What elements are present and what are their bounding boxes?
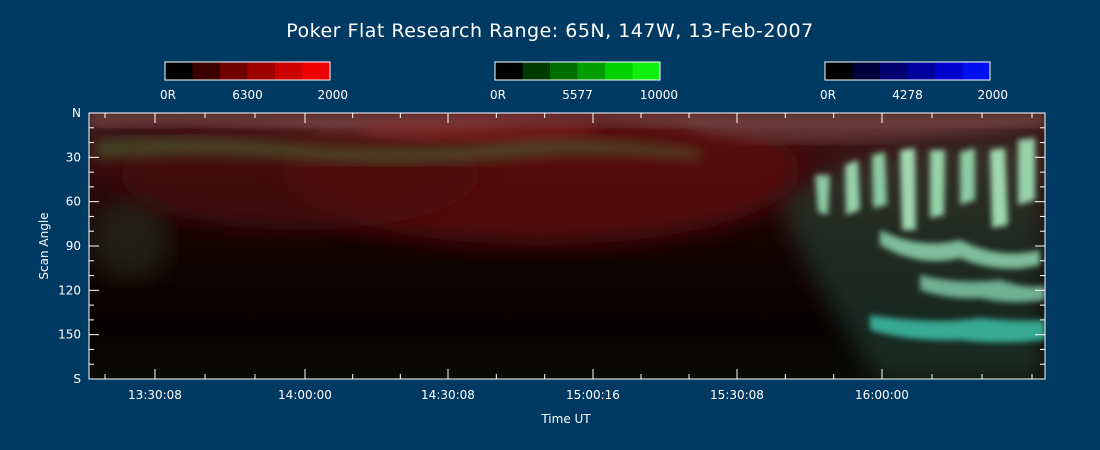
axes: 13:30:08 14:00:00 14:30:08 15:00:16 15:30:08… bbox=[58, 106, 1045, 402]
colorbar-5577 bbox=[494, 61, 661, 81]
colorbar-wavelength-label: 5577 bbox=[562, 88, 593, 102]
y-tick-label: 90 bbox=[66, 239, 81, 253]
colorbar-max-label: 10000 bbox=[640, 88, 678, 102]
colorbar-segment bbox=[907, 62, 936, 80]
colorbar-segment bbox=[165, 62, 193, 80]
colorbar-segment bbox=[962, 62, 991, 80]
colorbar-max-label: 2000 bbox=[977, 88, 1008, 102]
colorbar-wavelength-label: 6300 bbox=[232, 88, 263, 102]
y-tick-label: S bbox=[73, 372, 81, 386]
x-tick-label: 15:00:16 bbox=[566, 388, 620, 402]
colorbar-segment bbox=[220, 62, 248, 80]
y-tick-label: 150 bbox=[58, 328, 81, 342]
colorbar-segment bbox=[935, 62, 963, 80]
colorbar-segment bbox=[192, 62, 221, 80]
keogram-image bbox=[89, 113, 1045, 379]
colorbar-max-label: 2000 bbox=[317, 88, 348, 102]
x-axis-label: Time UT bbox=[540, 412, 591, 426]
x-tick-label: 14:30:08 bbox=[421, 388, 475, 402]
colorbar-4278 bbox=[824, 61, 991, 81]
colorbar-segment bbox=[605, 62, 633, 80]
colorbar-segment bbox=[522, 62, 551, 80]
y-axis-label: Scan Angle bbox=[37, 212, 51, 279]
y-tick-label: 30 bbox=[66, 150, 81, 164]
y-tick-label: 60 bbox=[66, 195, 81, 209]
colorbar-segment bbox=[880, 62, 908, 80]
colorbar-segment bbox=[275, 62, 303, 80]
colorbar-6300 bbox=[164, 61, 331, 81]
x-tick-label: 15:30:08 bbox=[710, 388, 764, 402]
colorbar-segment bbox=[302, 62, 331, 80]
x-tick-label: 16:00:00 bbox=[855, 388, 909, 402]
x-tick-label: 14:00:00 bbox=[278, 388, 332, 402]
colorbar-segment bbox=[247, 62, 276, 80]
color-bars: 0R 6300 2000 0R 5577 10000 0R 4278 2000 bbox=[160, 61, 1008, 102]
y-tick-label: N bbox=[72, 106, 81, 120]
colorbar-segment bbox=[550, 62, 578, 80]
colorbar-segment bbox=[852, 62, 881, 80]
colorbar-segment bbox=[495, 62, 523, 80]
colorbar-min-label: 0R bbox=[160, 88, 176, 102]
x-tick-label: 13:30:08 bbox=[128, 388, 182, 402]
colorbar-min-label: 0R bbox=[820, 88, 836, 102]
y-tick-label: 120 bbox=[58, 283, 81, 297]
colorbar-segment bbox=[577, 62, 606, 80]
colorbar-wavelength-label: 4278 bbox=[892, 88, 923, 102]
colorbar-segment bbox=[825, 62, 853, 80]
colorbar-min-label: 0R bbox=[490, 88, 506, 102]
colorbar-segment bbox=[632, 62, 661, 80]
chart-title: Poker Flat Research Range: 65N, 147W, 13… bbox=[286, 20, 813, 42]
